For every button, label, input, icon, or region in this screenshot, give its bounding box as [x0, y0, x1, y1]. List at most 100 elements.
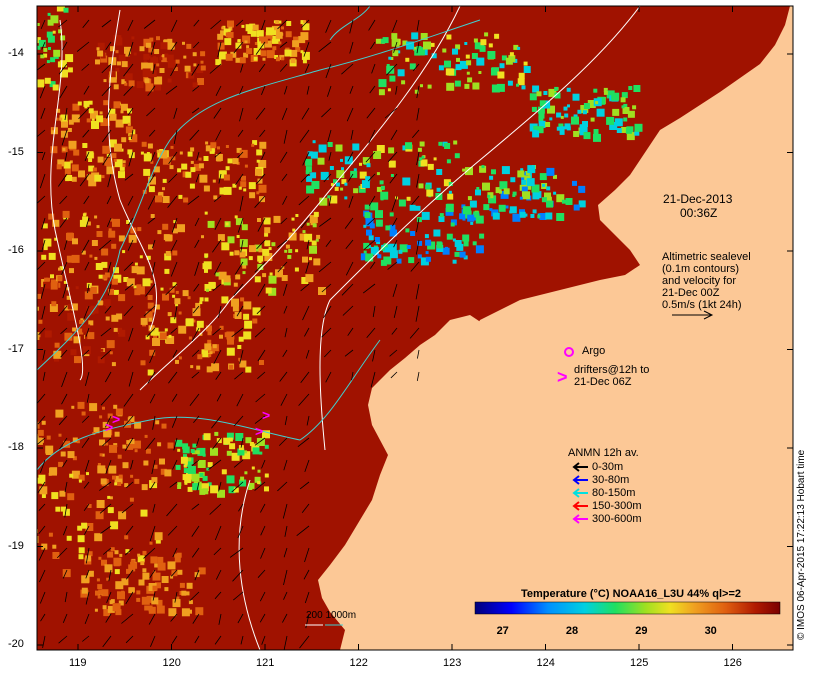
sst-pixel [67, 303, 73, 309]
velocity-arrow [128, 327, 134, 342]
sst-pixel [571, 116, 579, 125]
sst-pixel [587, 100, 596, 108]
sst-pixel [172, 294, 176, 298]
sst-pixel [479, 44, 485, 50]
sst-pixel [136, 266, 145, 275]
sst-pixel [233, 487, 239, 493]
sst-pixel [87, 570, 94, 577]
sst-pixel [583, 132, 591, 140]
sst-pixel [10, 20, 17, 27]
sst-pixel [303, 20, 307, 24]
sst-pixel [68, 140, 77, 149]
sst-pixel [235, 42, 242, 49]
sst-pixel [188, 336, 192, 340]
velocity-arrow [58, 63, 68, 75]
sst-pixel [77, 535, 85, 543]
sst-pixel [127, 122, 131, 126]
velocity-arrow [304, 547, 310, 563]
velocity-arrow [302, 151, 310, 166]
sst-pixel [417, 240, 423, 246]
sst-pixel [96, 225, 100, 229]
sst-pixel [129, 439, 135, 444]
sst-pixel [121, 61, 128, 68]
velocity-arrow [283, 459, 288, 471]
lat-tick-label: -18 [8, 441, 24, 453]
sst-pixel [123, 277, 129, 282]
sst-pixel [94, 174, 102, 182]
velocity-arrow [279, 437, 288, 446]
sst-pixel [175, 464, 181, 470]
sst-pixel [143, 460, 149, 466]
sst-pixel [294, 267, 299, 272]
sst-pixel [107, 551, 114, 558]
velocity-arrow [283, 569, 288, 586]
velocity-arrow [152, 503, 156, 513]
sst-pixel [190, 167, 196, 173]
sst-pixel [258, 184, 267, 193]
velocity-arrow [301, 503, 310, 513]
sst-pixel [99, 111, 103, 115]
velocity-arrow [213, 107, 222, 119]
velocity-arrow [99, 481, 112, 491]
sst-pixel [480, 39, 487, 46]
velocity-arrow [62, 41, 68, 51]
sst-pixel [124, 46, 131, 54]
sst-pixel [380, 191, 389, 200]
velocity-arrow [152, 239, 156, 249]
velocity-arrow [302, 305, 310, 321]
sst-pixel [244, 471, 248, 475]
velocity-arrow [101, 63, 112, 74]
velocity-arrow [191, 547, 200, 558]
velocity-arrow [240, 63, 244, 73]
sst-pixel [67, 312, 76, 321]
sst-pixel [623, 117, 628, 122]
sst-pixel [293, 36, 299, 42]
sst-pixel [264, 473, 269, 478]
sst-pixel [264, 444, 269, 449]
velocity-arrow [168, 173, 178, 183]
sst-pixel [311, 181, 320, 189]
velocity-arrow [143, 547, 156, 559]
svg-text:>: > [262, 407, 270, 423]
colorbar-tick-label: 29 [635, 625, 647, 637]
velocity-arrow [124, 437, 134, 452]
sst-pixel [38, 319, 43, 324]
sst-pixel [421, 155, 425, 159]
sst-pixel [208, 346, 215, 354]
velocity-arrow [127, 239, 134, 251]
sst-pixel [446, 159, 451, 164]
sst-pixel [114, 550, 119, 555]
sst-pixel [32, 299, 36, 303]
sst-pixel [18, 90, 24, 96]
velocity-arrow [193, 283, 200, 292]
sst-pixel [462, 168, 466, 172]
sst-pixel [97, 42, 105, 50]
sst-pixel [62, 147, 66, 151]
sst-pixel [114, 143, 122, 152]
velocity-arrow [325, 19, 332, 33]
sst-pixel [131, 266, 139, 274]
sst-pixel [199, 174, 208, 183]
sst-pixel [478, 71, 482, 74]
sst-pixel [545, 122, 551, 127]
sst-pixel [370, 202, 379, 211]
sst-pixel [111, 314, 119, 322]
velocity-arrow [100, 393, 112, 406]
sst-pixel [245, 437, 252, 444]
sst-pixel [17, 478, 25, 486]
sst-pixel [416, 217, 422, 223]
velocity-arrow [41, 305, 46, 320]
sst-pixel [127, 149, 133, 155]
sst-pixel [523, 61, 528, 66]
sst-pixel [391, 38, 400, 47]
sst-pixel [177, 224, 185, 233]
velocity-arrow [170, 239, 178, 252]
velocity-arrow [259, 613, 266, 623]
velocity-arrow [211, 415, 222, 429]
sst-pixel [262, 57, 266, 61]
sst-pixel [94, 215, 98, 219]
velocity-arrow [277, 481, 288, 492]
sst-pixel [218, 271, 227, 280]
lat-tick-label: -17 [8, 342, 24, 355]
sst-pixel [363, 250, 367, 254]
